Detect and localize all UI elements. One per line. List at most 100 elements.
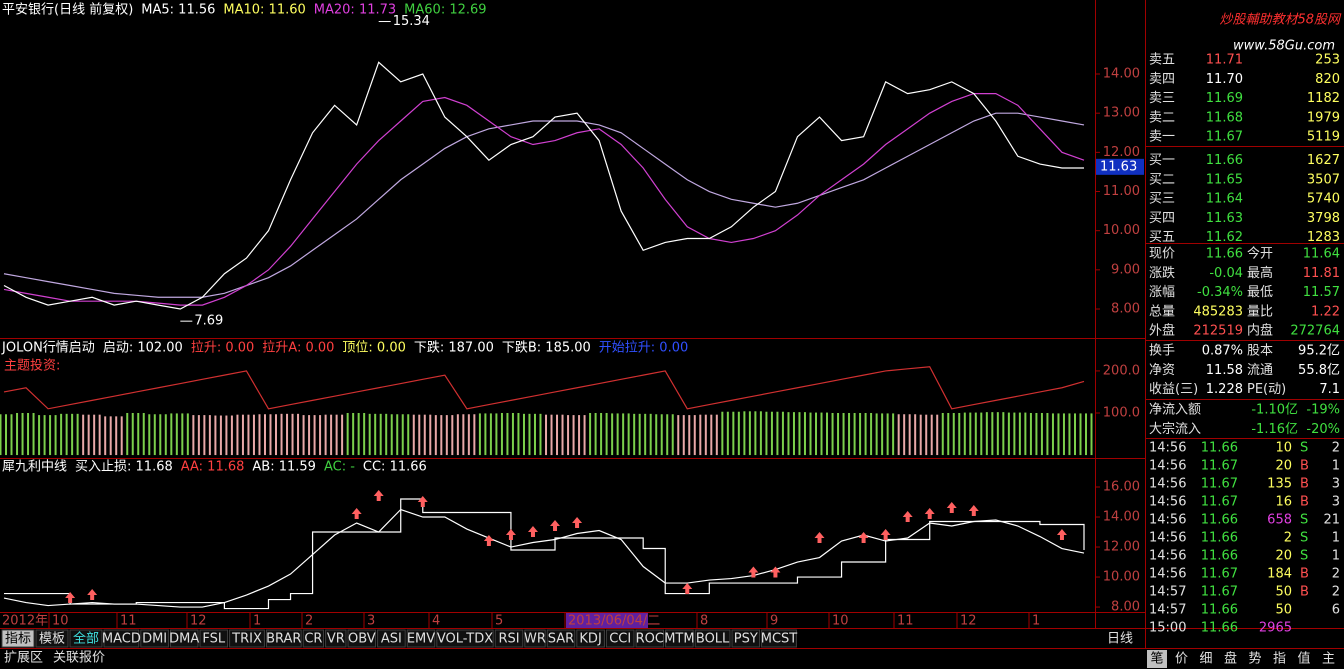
current-price-box <box>1096 158 1144 175</box>
tab-label[interactable]: DMA <box>169 632 199 647</box>
tick-volume: 10 <box>1275 441 1292 456</box>
tab[interactable] <box>377 629 406 648</box>
tab[interactable] <box>35 629 69 648</box>
quote-value: 11.66 <box>1206 247 1243 262</box>
tab[interactable] <box>605 629 635 648</box>
tab[interactable] <box>665 629 694 648</box>
indicator-bar <box>759 411 762 456</box>
quote-value: 1.22 <box>1311 304 1340 319</box>
tab[interactable] <box>731 629 761 648</box>
tick-count: 2 <box>1332 585 1340 600</box>
tab-label[interactable]: ASI <box>381 632 402 647</box>
quote-value: 0.87% <box>1202 344 1243 359</box>
tab[interactable] <box>169 629 199 648</box>
panel-header-item: AA: 11.68 <box>181 460 245 475</box>
signal-arrow <box>748 566 759 578</box>
indicator-bar <box>688 415 691 456</box>
right-tab[interactable]: 盘 <box>1224 651 1237 667</box>
tick-volume: 184 <box>1267 567 1292 582</box>
tab[interactable] <box>1 629 35 648</box>
tab-label[interactable]: BOLL <box>696 632 730 647</box>
tick-price: 11.67 <box>1201 459 1238 474</box>
right-tab[interactable]: 笔 <box>1150 651 1163 667</box>
indicator-bar <box>704 414 707 456</box>
indicator-bar <box>864 412 867 456</box>
tab-label[interactable]: BRAR <box>266 632 301 647</box>
indicator-bar <box>374 413 377 456</box>
bottom-tab[interactable]: 关联报价 <box>53 651 105 666</box>
tab-label[interactable]: OBV <box>348 632 376 647</box>
flow-label: 大宗流入 <box>1149 421 1201 437</box>
tab-label[interactable]: SAR <box>548 632 574 647</box>
tab-label[interactable]: PSY <box>734 632 758 647</box>
indicator-bar <box>660 414 663 456</box>
panel-header-item: 下跌B: 185.00 <box>502 340 591 356</box>
tab[interactable] <box>694 629 731 648</box>
right-tab[interactable]: 细 <box>1199 652 1212 667</box>
panel-header-item: 启动: 102.00 <box>103 341 183 356</box>
indicator-bar <box>1062 413 1065 456</box>
tab-label[interactable]: KDJ <box>579 632 601 647</box>
tab-label[interactable]: MCST <box>761 632 798 647</box>
period-label: 日线 <box>1107 632 1133 647</box>
y-tick-label: 13.00 <box>1103 106 1140 121</box>
right-tab[interactable]: 值 <box>1297 651 1310 667</box>
indicator-bar <box>974 412 977 456</box>
tab-label[interactable]: DMI <box>142 632 167 647</box>
tab[interactable] <box>524 629 546 648</box>
right-tab[interactable]: 势 <box>1248 651 1261 667</box>
indicator-bar <box>412 414 415 456</box>
book-volume: 820 <box>1315 72 1340 87</box>
tab-label[interactable]: EMV <box>407 632 435 647</box>
tab-label[interactable]: TRIX <box>231 632 262 647</box>
tab[interactable] <box>229 629 265 648</box>
right-tab[interactable]: 主 <box>1322 652 1335 667</box>
tab[interactable] <box>576 629 605 648</box>
signal-arrow <box>902 511 913 523</box>
tab[interactable] <box>761 629 797 648</box>
indicator-bar <box>958 412 961 456</box>
tab[interactable] <box>325 629 347 648</box>
right-tab[interactable]: 指 <box>1273 652 1286 667</box>
series-line <box>3 61 1084 310</box>
indicator-bar <box>1046 412 1049 456</box>
tab[interactable] <box>406 629 436 648</box>
tab[interactable] <box>103 629 140 648</box>
tab[interactable] <box>69 629 103 648</box>
indicator-bar <box>578 415 581 456</box>
tab-label[interactable]: VR <box>327 632 345 647</box>
tab-label[interactable]: 指标 <box>5 632 31 647</box>
tab-label[interactable]: RSI <box>498 632 519 647</box>
indicator-bar <box>1002 412 1005 456</box>
tab[interactable] <box>302 629 325 648</box>
tab[interactable] <box>494 629 524 648</box>
tab[interactable] <box>546 629 576 648</box>
tab-label[interactable]: WR <box>524 632 546 647</box>
quote-label: 总量 <box>1149 304 1175 319</box>
tab[interactable] <box>140 629 169 648</box>
date-label: 1 <box>1032 614 1040 629</box>
indicator-bar <box>1040 412 1043 456</box>
signal-arrow <box>65 592 76 604</box>
right-tab[interactable]: 价 <box>1175 652 1188 667</box>
tab-label[interactable]: 全部 <box>73 631 99 647</box>
tab-label[interactable]: CR <box>304 632 322 647</box>
tab-label[interactable]: MTM <box>664 632 694 647</box>
quote-value: 55.8亿 <box>1298 363 1340 378</box>
tab-label[interactable]: FSL <box>202 632 226 647</box>
tick-volume: 20 <box>1275 549 1292 564</box>
tick-volume: 2965 <box>1259 621 1292 636</box>
indicator-bar <box>330 414 333 456</box>
tab-label[interactable]: CCI <box>609 632 631 647</box>
tab[interactable] <box>436 629 494 648</box>
quote-label: 外盘 <box>1149 323 1175 339</box>
tab[interactable] <box>199 629 229 648</box>
tab-label[interactable]: MACD <box>102 632 141 647</box>
bottom-tab[interactable]: 扩展区 <box>4 651 43 666</box>
tab-label[interactable]: ROC <box>636 632 664 647</box>
tab[interactable] <box>347 629 377 648</box>
tab[interactable] <box>635 629 665 648</box>
tab-label[interactable]: VOL-TDX <box>437 632 493 647</box>
tab-label[interactable]: 模板 <box>39 632 65 647</box>
tab[interactable] <box>265 629 302 648</box>
